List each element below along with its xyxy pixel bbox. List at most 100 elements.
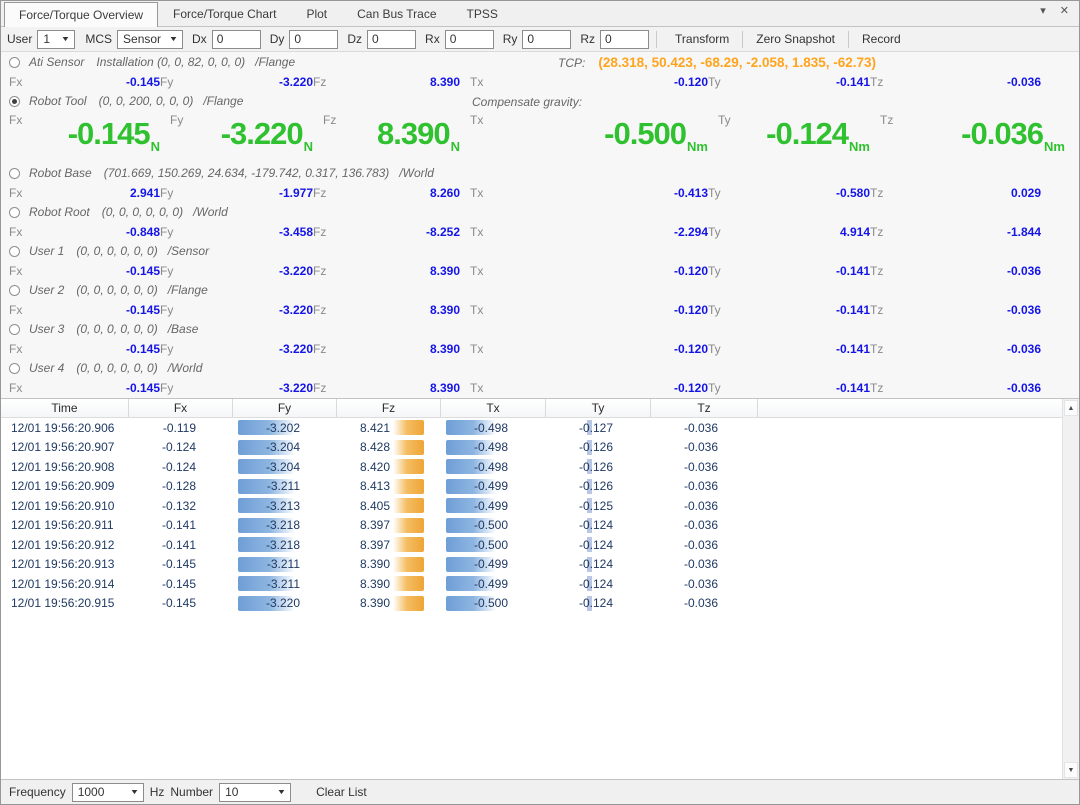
table-cell: -0.124 — [546, 574, 651, 594]
table-row[interactable]: 12/01 19:56:20.912-0.141-3.2188.397-0.50… — [1, 535, 1079, 555]
table-cell: -3.202 — [233, 418, 337, 438]
column-header-fx[interactable]: Fx — [129, 399, 233, 417]
frequency-select-value: 1000 — [78, 785, 105, 799]
dz-field[interactable]: 0 — [367, 30, 416, 49]
data-bar-cell: -0.498 — [446, 460, 508, 474]
table-cell: -0.124 — [546, 594, 651, 614]
big-value-number: -0.500 — [604, 116, 686, 152]
axis-label: Tx — [470, 186, 492, 200]
number-cell: -0.145 — [134, 557, 196, 571]
value-cell: Tx-0.120 — [460, 72, 708, 91]
column-header-tz[interactable]: Tz — [651, 399, 758, 417]
table-cell: 12/01 19:56:20.910 — [1, 496, 129, 516]
value-cell: Tx-0.120 — [460, 300, 708, 319]
big-value-cell: Tx-0.500Nm — [460, 111, 708, 163]
axis-label: Tx — [470, 303, 492, 317]
sensor-name: User 2 — [29, 283, 64, 297]
positive-data-bar — [393, 576, 424, 591]
ry-field[interactable]: 0 — [522, 30, 571, 49]
table-cell: -3.213 — [233, 496, 337, 516]
cell-value: -3.202 — [238, 421, 300, 435]
table-row[interactable]: 12/01 19:56:20.908-0.124-3.2048.420-0.49… — [1, 457, 1079, 477]
mcs-select[interactable]: Sensor ▼ — [117, 30, 183, 49]
tab-plot[interactable]: Plot — [291, 2, 342, 27]
axis-value: -3.220 — [182, 303, 313, 317]
dx-field[interactable]: 0 — [212, 30, 261, 49]
rx-field[interactable]: 0 — [445, 30, 494, 49]
app-window: Force/Torque OverviewForce/Torque ChartP… — [0, 0, 1080, 805]
table-row[interactable]: 12/01 19:56:20.907-0.124-3.2048.428-0.49… — [1, 438, 1079, 458]
data-bar-cell: -0.124 — [551, 557, 613, 571]
column-header-time[interactable]: Time — [1, 399, 129, 417]
radio-button[interactable] — [9, 363, 20, 374]
table-row[interactable]: 12/01 19:56:20.915-0.145-3.2208.390-0.50… — [1, 594, 1079, 614]
record-button[interactable]: Record — [851, 32, 912, 46]
table-row[interactable]: 12/01 19:56:20.910-0.132-3.2138.405-0.49… — [1, 496, 1079, 516]
close-icon[interactable]: ✕ — [1060, 6, 1069, 17]
value-cell: Fz8.260 — [313, 183, 460, 202]
column-header-fz[interactable]: Fz — [337, 399, 441, 417]
value-cell: Fy-3.220 — [160, 261, 313, 280]
radio-button[interactable] — [9, 285, 20, 296]
table-row[interactable]: 12/01 19:56:20.914-0.145-3.2118.390-0.49… — [1, 574, 1079, 594]
radio-button[interactable] — [9, 57, 20, 68]
data-bar-cell: -0.126 — [551, 479, 613, 493]
frequency-select[interactable]: 1000 ▼ — [72, 783, 144, 802]
clear-list-button[interactable]: Clear List — [305, 785, 378, 799]
table-cell: -0.126 — [546, 438, 651, 458]
table-row[interactable]: 12/01 19:56:20.913-0.145-3.2118.390-0.49… — [1, 555, 1079, 575]
axis-label: Fx — [9, 75, 31, 89]
data-bar-cell: -3.202 — [238, 421, 300, 435]
radio-button[interactable] — [9, 168, 20, 179]
axis-value: -0.145 — [31, 381, 160, 395]
axis-value: -1.977 — [182, 186, 313, 200]
table-row[interactable]: 12/01 19:56:20.906-0.119-3.2028.421-0.49… — [1, 418, 1079, 438]
cell-value: -3.218 — [238, 538, 300, 552]
sensor-params: (0, 0, 0, 0, 0, 0) — [102, 205, 183, 219]
sensor-params: (0, 0, 200, 0, 0, 0) — [99, 94, 194, 108]
hz-label: Hz — [150, 785, 165, 799]
transform-button[interactable]: Transform — [664, 32, 740, 46]
table-cell: 8.405 — [337, 496, 441, 516]
tab-can-bus-trace[interactable]: Can Bus Trace — [342, 2, 451, 27]
dy-field[interactable]: 0 — [289, 30, 338, 49]
tab-tpss[interactable]: TPSS — [452, 2, 513, 27]
user-select[interactable]: 1 ▼ — [37, 30, 75, 49]
table-cell: 12/01 19:56:20.908 — [1, 457, 129, 477]
cell-value: -0.119 — [134, 421, 196, 435]
radio-button[interactable] — [9, 246, 20, 257]
radio-button[interactable] — [9, 324, 20, 335]
vertical-scrollbar[interactable]: ▲ ▼ — [1062, 399, 1079, 779]
zero-snapshot-button[interactable]: Zero Snapshot — [745, 32, 846, 46]
data-bar-cell: -0.125 — [551, 499, 613, 513]
sensor-frame: /Flange — [168, 283, 208, 297]
table-cell: -3.218 — [233, 516, 337, 536]
rz-field[interactable]: 0 — [600, 30, 649, 49]
positive-data-bar — [393, 498, 424, 513]
value-cell: Ty-0.141 — [708, 339, 870, 358]
sensor-name: User 4 — [29, 361, 64, 375]
table-cell: -0.124 — [546, 555, 651, 575]
column-header-fy[interactable]: Fy — [233, 399, 337, 417]
scroll-up-icon[interactable]: ▲ — [1064, 400, 1078, 416]
radio-button[interactable] — [9, 96, 20, 107]
column-header-ty[interactable]: Ty — [546, 399, 651, 417]
table-cell: 8.390 — [337, 594, 441, 614]
number-cell: -0.132 — [134, 499, 196, 513]
sensor-params: (0, 0, 0, 0, 0, 0) — [76, 322, 157, 336]
table-cell: -0.128 — [129, 477, 233, 497]
table-cell: -0.498 — [441, 457, 546, 477]
tab-force-torque-chart[interactable]: Force/Torque Chart — [158, 2, 291, 27]
number-select[interactable]: 10 ▼ — [219, 783, 291, 802]
tab-force-torque-overview[interactable]: Force/Torque Overview — [4, 2, 158, 27]
tcp-label: TCP: — [558, 56, 585, 70]
scroll-down-icon[interactable]: ▼ — [1064, 762, 1078, 778]
axis-label: Fz — [313, 225, 335, 239]
table-row[interactable]: 12/01 19:56:20.909-0.128-3.2118.413-0.49… — [1, 477, 1079, 497]
radio-button[interactable] — [9, 207, 20, 218]
column-header-tx[interactable]: Tx — [441, 399, 546, 417]
table-row[interactable]: 12/01 19:56:20.911-0.141-3.2188.397-0.50… — [1, 516, 1079, 536]
value-cell: Ty-0.141 — [708, 261, 870, 280]
collapse-icon[interactable]: ▾ — [1040, 6, 1046, 17]
value-cell: Ty-0.141 — [708, 378, 870, 397]
